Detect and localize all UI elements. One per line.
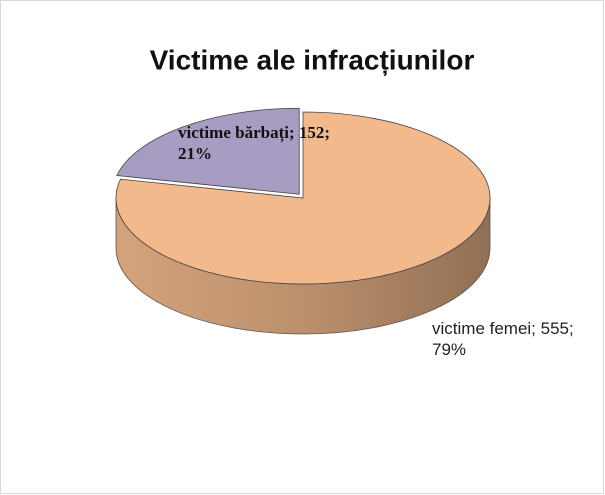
data-label: victime femei; 555; 79%	[432, 319, 574, 359]
data-label: victime bărbați; 152; 21%	[178, 123, 331, 163]
pie-slice	[115, 111, 491, 285]
chart-title: Victime ale infracțiunilor	[150, 44, 475, 75]
pie-slice	[116, 107, 300, 195]
